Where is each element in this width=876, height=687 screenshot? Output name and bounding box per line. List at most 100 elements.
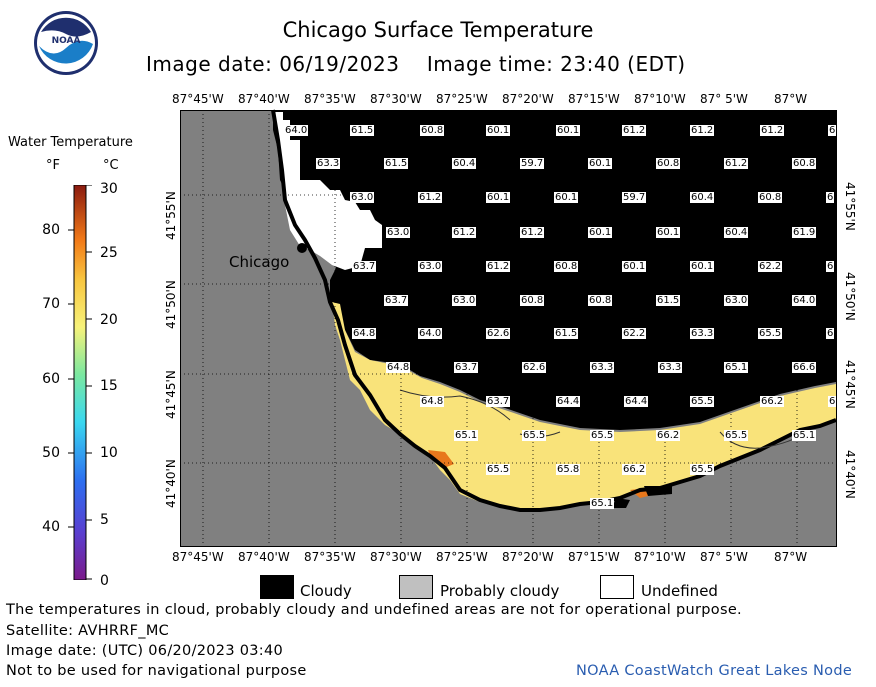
tick-f-70: 70: [42, 296, 60, 312]
temp-label: 61.5: [384, 158, 409, 169]
lat-label: 41°55'N: [164, 191, 178, 240]
temp-label: 60.8: [792, 158, 817, 169]
lat-label: 41°50'N: [843, 272, 857, 321]
temperature-map: Chicago 87°45'W 87°40'W 87°35'W 87°30'W …: [160, 90, 876, 570]
temp-label: 61.2: [520, 227, 545, 238]
noaa-logo-icon: NOAA: [33, 10, 99, 76]
undefined-region: [275, 112, 382, 270]
page-title: Chicago Surface Temperature: [282, 18, 594, 42]
temp-label: 61.9: [792, 227, 817, 238]
lon-label: 87°10'W: [634, 550, 686, 564]
temperature-colorbar: [68, 184, 92, 581]
temp-label: 6: [826, 328, 835, 339]
temp-label: 63.3: [690, 328, 715, 339]
temp-label: 61.5: [656, 295, 681, 306]
lon-label: 87°W: [774, 550, 808, 564]
temp-label: 6: [826, 192, 835, 203]
tick-c-5: 5: [100, 512, 109, 528]
lon-label: 87°W: [774, 92, 808, 106]
temp-label: 63.0: [418, 261, 443, 272]
temp-label: 60.4: [452, 158, 477, 169]
tick-f-50: 50: [42, 445, 60, 461]
temp-label: 6: [826, 261, 835, 272]
credit-text: NOAA CoastWatch Great Lakes Node: [576, 663, 853, 679]
temp-label: 63.0: [350, 192, 375, 203]
lat-label: 41°40'N: [843, 450, 857, 499]
temp-label: 64.0: [418, 328, 443, 339]
unit-fahrenheit: °F: [46, 158, 60, 173]
temp-label: 61.2: [690, 125, 715, 136]
logo-text: NOAA: [52, 36, 81, 46]
temp-label: 61.2: [418, 192, 443, 203]
tick-c-25: 25: [100, 245, 118, 261]
lon-label: 87°40'W: [238, 550, 290, 564]
temp-label: 63.0: [386, 227, 411, 238]
temp-label: 65.1: [590, 498, 615, 509]
lon-label: 87°20'W: [502, 550, 554, 564]
temp-label: 61.2: [760, 125, 785, 136]
temp-label: 6: [828, 125, 837, 136]
temp-label: 60.1: [588, 158, 613, 169]
lon-label: 87°45'W: [172, 550, 224, 564]
hot-water-patch: [428, 450, 454, 468]
temp-label: 64.8: [352, 328, 377, 339]
temp-label: 61.5: [554, 328, 579, 339]
temp-label: 64.0: [792, 295, 817, 306]
temp-label: 61.2: [452, 227, 477, 238]
image-date-time: Image date: 06/19/2023 Image time: 23:40…: [146, 52, 686, 76]
temp-label: 60.1: [622, 261, 647, 272]
temp-label: 63.3: [590, 362, 615, 373]
lon-label: 87°20'W: [502, 92, 554, 106]
temp-label: 62.2: [758, 261, 783, 272]
temp-label: 64.8: [386, 362, 411, 373]
tick-c-20: 20: [100, 312, 118, 328]
shoreline: [271, 109, 837, 512]
temp-label: 66.2: [760, 396, 785, 407]
temp-label: 65.8: [556, 464, 581, 475]
temp-label: 65.1: [724, 362, 749, 373]
temp-label: 63.7: [352, 261, 377, 272]
temp-label: 64.4: [624, 396, 649, 407]
lon-label: 87°25'W: [436, 550, 488, 564]
temp-label: 60.1: [486, 125, 511, 136]
temp-label: 61.5: [350, 125, 375, 136]
lat-label: 41°45'N: [843, 360, 857, 409]
temp-label: 60.8: [758, 192, 783, 203]
temp-label: 63.7: [384, 295, 409, 306]
temp-label: 65.1: [792, 430, 817, 441]
temp-label: 64.4: [556, 396, 581, 407]
lon-label: 87°30'W: [370, 92, 422, 106]
temp-label: 60.4: [690, 192, 715, 203]
lat-label: 41°45'N: [164, 370, 178, 419]
lon-label: 87°30'W: [370, 550, 422, 564]
temp-label: 60.8: [656, 158, 681, 169]
temp-label: 60.1: [656, 227, 681, 238]
temp-label: 65.5: [758, 328, 783, 339]
temp-label: 60.8: [520, 295, 545, 306]
temp-label: 62.6: [522, 362, 547, 373]
satellite-text: Satellite: AVHRRF_MC: [6, 623, 170, 639]
temp-label: 60.1: [554, 192, 579, 203]
lat-label: 41°50'N: [164, 280, 178, 329]
temp-label: 61.2: [622, 125, 647, 136]
temp-label: 65.5: [590, 430, 615, 441]
lon-label: 87°15'W: [568, 550, 620, 564]
temp-label: 60.1: [690, 261, 715, 272]
unit-celsius: °C: [103, 158, 119, 173]
lon-label: 87°40'W: [238, 92, 290, 106]
temp-label: 6: [828, 396, 837, 407]
lon-label: 87°25'W: [436, 92, 488, 106]
legend-undefined-swatch: [600, 575, 634, 599]
navigation-warning: Not to be used for navigational purpose: [6, 663, 307, 679]
tick-c-0: 0: [100, 573, 109, 589]
lon-label: 87°45'W: [172, 92, 224, 106]
tick-c-15: 15: [100, 378, 118, 394]
lon-label: 87°35'W: [304, 550, 356, 564]
lat-label: 41°55'N: [843, 182, 857, 231]
temp-label: 63.7: [486, 396, 511, 407]
temp-label: 61.2: [724, 158, 749, 169]
temp-label: 62.2: [622, 328, 647, 339]
temp-label: 60.1: [486, 192, 511, 203]
temp-label: 65.5: [690, 464, 715, 475]
legend-probably-cloudy-swatch: [399, 575, 433, 599]
